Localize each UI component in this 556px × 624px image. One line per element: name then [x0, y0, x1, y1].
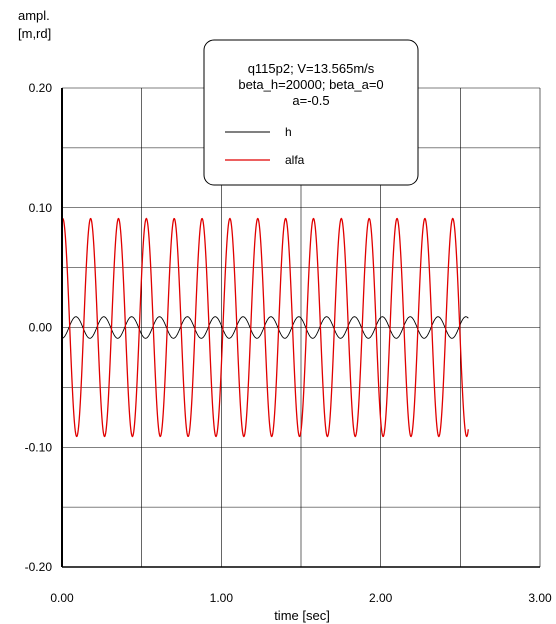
y-tick-label: 0.10 — [29, 201, 53, 215]
x-tick-label: 3.00 — [528, 591, 552, 605]
y-tick-label: 0.00 — [29, 321, 53, 335]
y-tick-label: 0.20 — [29, 81, 53, 95]
legend: q115p2; V=13.565m/s beta_h=20000; beta_a… — [203, 39, 419, 186]
x-tick-label: 0.00 — [50, 591, 74, 605]
x-tick-label: 2.00 — [369, 591, 393, 605]
x-axis-label: time [sec] — [274, 608, 330, 623]
series-group — [61, 217, 469, 438]
series-line-alfa — [61, 217, 469, 438]
legend-label-h: h — [285, 125, 292, 139]
y-axis-label-line1: ampl. — [18, 8, 50, 23]
y-tick-label: -0.20 — [25, 560, 53, 574]
legend-title-line1: q115p2; V=13.565m/s — [248, 61, 375, 76]
legend-label-alfa: alfa — [285, 153, 305, 167]
tick-labels: 0.00 1.00 2.00 3.00 -0.20 -0.10 0.00 0.10 0.20 — [25, 81, 552, 605]
y-axis-label-line2: [m,rd] — [18, 26, 51, 41]
legend-title-line3: a=-0.5 — [292, 93, 329, 108]
y-tick-label: -0.10 — [25, 440, 53, 454]
legend-box — [203, 39, 419, 186]
axes — [61, 88, 540, 568]
legend-title-line2: beta_h=20000; beta_a=0 — [238, 77, 383, 92]
x-tick-label: 1.00 — [210, 591, 234, 605]
